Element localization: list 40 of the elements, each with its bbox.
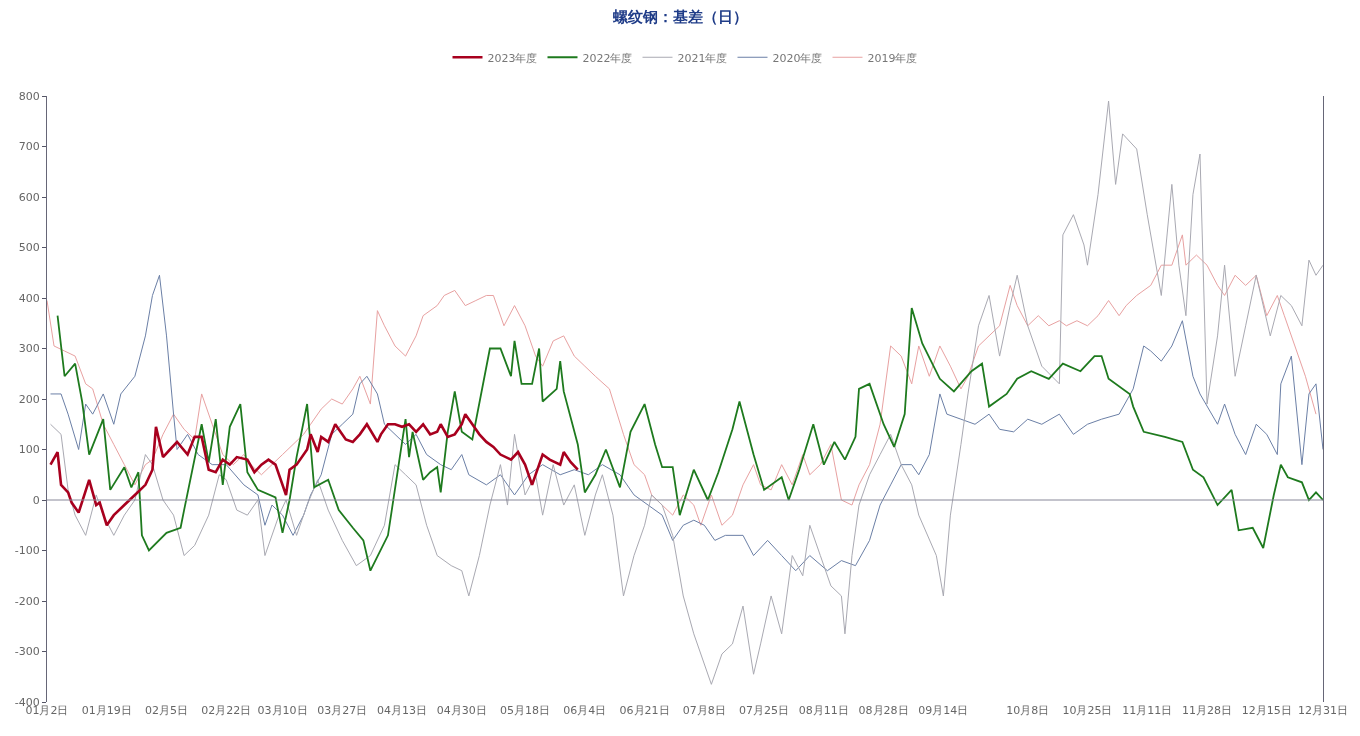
x-tick-label: 12月31日 xyxy=(1298,704,1348,717)
x-tick-label: 04月13日 xyxy=(377,704,428,717)
x-tick-label: 01月19日 xyxy=(81,704,132,717)
x-tick-label: 12月15日 xyxy=(1241,704,1292,717)
x-tick-label: 03月10日 xyxy=(257,704,308,717)
y-tick-label: 400 xyxy=(18,291,40,305)
y-tick-label: 0 xyxy=(32,493,40,507)
legend-label: 2020年度 xyxy=(772,51,823,65)
y-tick-label: -200 xyxy=(14,594,40,608)
legend-label: 2023年度 xyxy=(487,51,538,65)
x-tick-label: 02月22日 xyxy=(201,704,252,717)
x-tick-label: 11月28日 xyxy=(1182,704,1232,717)
y-tick-label: 700 xyxy=(18,140,40,154)
line-series xyxy=(49,412,580,527)
x-tick-label: 10月8日 xyxy=(1006,704,1050,717)
x-tick-label: 09月14日 xyxy=(918,704,969,717)
x-tick-label: 05月18日 xyxy=(500,704,551,717)
x-tick-label: 06月4日 xyxy=(563,704,607,717)
y-tick-label: 800 xyxy=(18,89,40,103)
y-tick-label: 100 xyxy=(18,443,40,457)
y-tick-label: 200 xyxy=(18,392,40,406)
chart-title: 螺纹钢：基差（日） xyxy=(611,7,748,26)
x-tick-label: 06月21日 xyxy=(619,704,670,717)
y-tick-label: 600 xyxy=(18,190,40,204)
x-tick-label: 08月28日 xyxy=(858,704,909,717)
x-tick-label: 03月27日 xyxy=(317,704,368,717)
y-tick-label: 500 xyxy=(18,241,40,255)
x-tick-label: 11月11日 xyxy=(1122,704,1173,717)
legend-label: 2021年度 xyxy=(677,51,728,65)
x-tick-label: 10月25日 xyxy=(1062,704,1113,717)
y-tick-label: 300 xyxy=(18,342,40,356)
x-tick-label: 07月8日 xyxy=(682,704,726,717)
x-tick-label: 02月5日 xyxy=(145,704,189,717)
x-tick-label: 08月11日 xyxy=(798,704,849,717)
x-tick-label: 04月30日 xyxy=(436,704,487,717)
legend-label: 2019年度 xyxy=(867,51,918,65)
y-tick-label: -300 xyxy=(14,645,40,659)
legend-label: 2022年度 xyxy=(582,51,633,65)
x-tick-label: 07月25日 xyxy=(739,704,790,717)
y-tick-label: -100 xyxy=(14,544,40,558)
